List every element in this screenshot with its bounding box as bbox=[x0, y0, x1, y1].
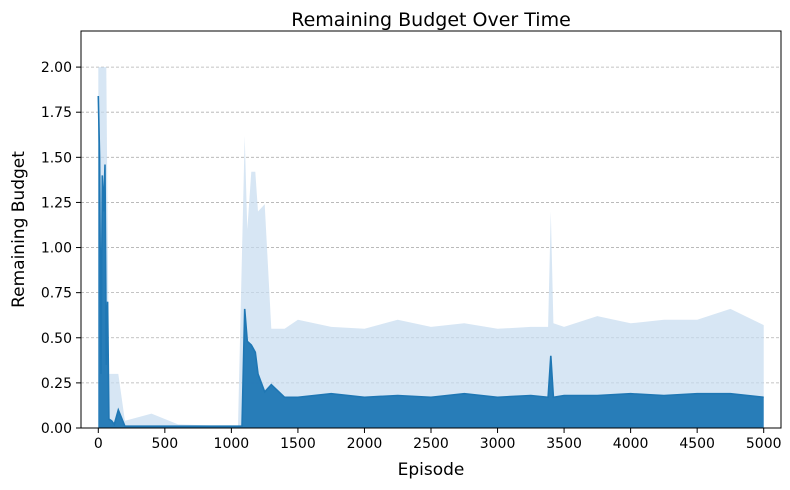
y-tick-label-4: 1.00 bbox=[41, 241, 72, 257]
chart-title: Remaining Budget Over Time bbox=[291, 9, 571, 31]
x-tick-label-9: 4500 bbox=[679, 436, 715, 452]
mean-series-line bbox=[97, 95, 764, 428]
x-tick-label-5: 2500 bbox=[413, 436, 449, 452]
x-tick-label-1: 500 bbox=[151, 436, 178, 452]
mean-area bbox=[98, 96, 764, 428]
x-tick-label-8: 4000 bbox=[613, 436, 649, 452]
x-tick-label-3: 1500 bbox=[280, 436, 316, 452]
y-tick-label-0: 0.00 bbox=[41, 421, 72, 437]
y-axis-label: Remaining Budget bbox=[9, 151, 29, 308]
y-tick-label-8: 2.00 bbox=[41, 60, 72, 76]
y-tick-label-6: 1.50 bbox=[41, 150, 72, 166]
x-tick-label-10: 5000 bbox=[746, 436, 782, 452]
x-axis-ticks: 0 500 1000 1500 2000 2500 3000 3500 4000 4500 5000 bbox=[94, 428, 782, 452]
y-tick-label-7: 1.75 bbox=[41, 105, 72, 121]
variance-band-area bbox=[98, 67, 764, 428]
y-axis-ticks: 0.00 0.25 0.50 0.75 1.00 1.25 1.50 1.75 2.00 bbox=[41, 60, 81, 437]
x-tick-label-4: 2000 bbox=[347, 436, 383, 452]
x-axis-label: Episode bbox=[398, 460, 465, 480]
y-tick-label-5: 1.25 bbox=[41, 195, 72, 211]
x-tick-label-7: 3500 bbox=[546, 436, 582, 452]
y-tick-label-3: 0.75 bbox=[41, 286, 72, 302]
mean-line bbox=[97, 95, 764, 428]
variance-band bbox=[98, 67, 764, 428]
x-tick-label-2: 1000 bbox=[214, 436, 250, 452]
x-tick-label-0: 0 bbox=[94, 436, 103, 452]
y-tick-label-1: 0.25 bbox=[41, 376, 72, 392]
y-tick-label-2: 0.50 bbox=[41, 331, 72, 347]
x-tick-label-6: 3000 bbox=[480, 436, 516, 452]
